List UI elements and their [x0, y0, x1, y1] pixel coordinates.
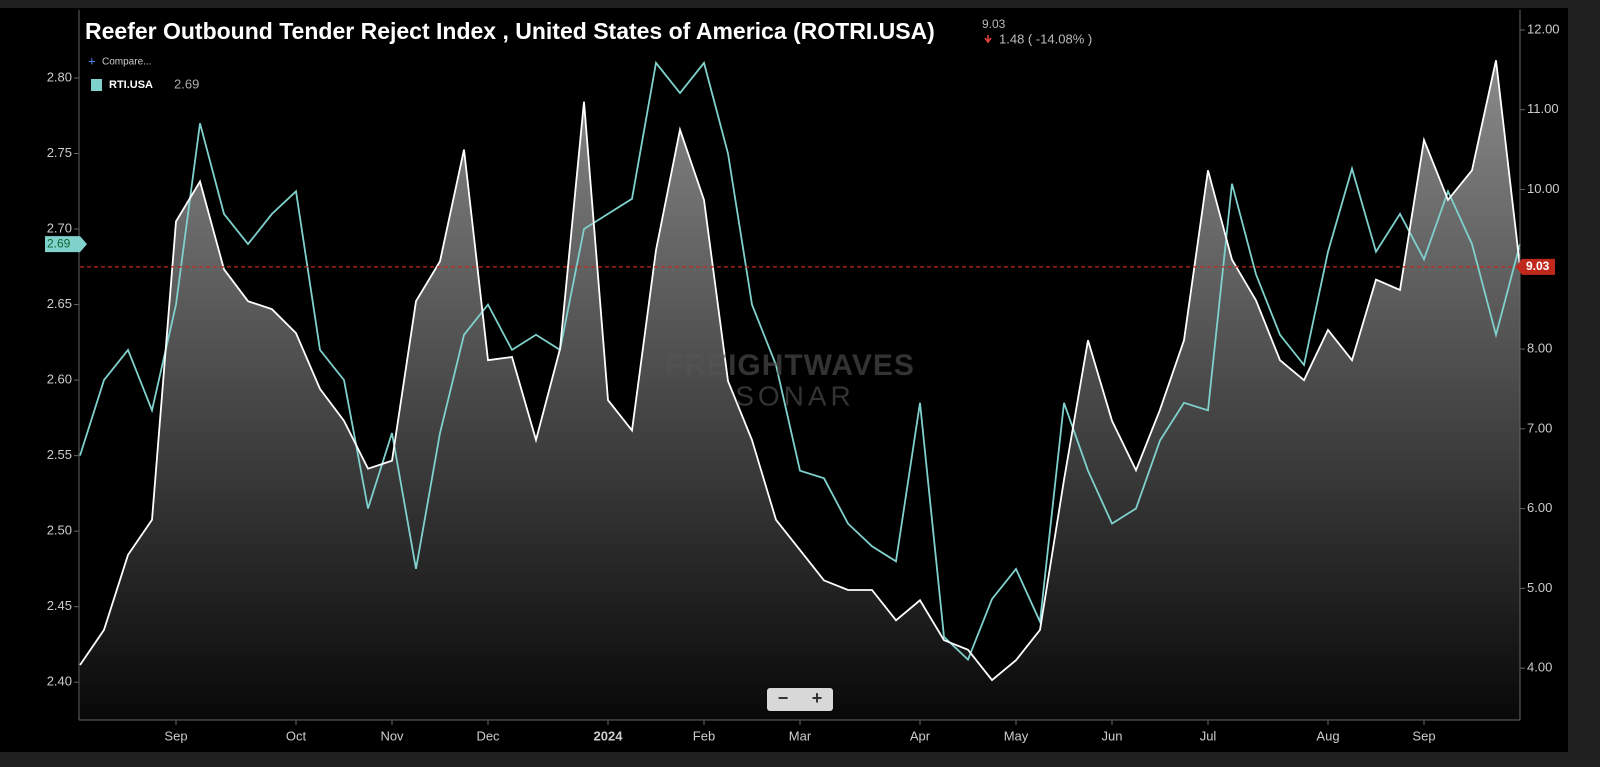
down-arrow [984, 35, 992, 44]
last-value-tag-label: 9.03 [1526, 259, 1550, 273]
line [79, 60, 1521, 682]
x-tick-label: Dec [476, 728, 500, 743]
legend-swatch [91, 79, 102, 91]
y2-tick-label: 4.00 [1527, 660, 1552, 675]
x-tick-label: Feb [693, 728, 715, 743]
compare-button[interactable]: Compare... [102, 57, 151, 68]
y-tick-label: 2.75 [47, 145, 72, 160]
chart-title: Reefer Outbound Tender Reject Index , Un… [85, 18, 935, 44]
zoom-in[interactable]: + [812, 688, 823, 708]
y-tick-label: 2.60 [47, 372, 72, 387]
y2-tick-label: 6.00 [1527, 500, 1552, 515]
y-tick-label: 2.50 [47, 523, 72, 538]
y2-tick-label: 7.00 [1527, 420, 1552, 435]
last-value-tag [45, 236, 87, 253]
zoom-out[interactable]: − [778, 688, 789, 708]
y2-tick-label: 5.00 [1527, 580, 1552, 595]
x-tick-label: Jul [1200, 728, 1217, 743]
y2-tick-label: 8.00 [1527, 340, 1552, 355]
legend-value: 2.69 [174, 76, 199, 91]
last-value-tag [1516, 258, 1555, 275]
x-tick-label: 2024 [594, 728, 624, 743]
y-tick-label: 2.45 [47, 598, 72, 613]
legend-label: RTI.USA [109, 79, 153, 91]
area [80, 60, 1520, 721]
line [79, 60, 1521, 662]
y-tick-label: 2.70 [47, 220, 72, 235]
x-tick-label: Mar [789, 728, 812, 743]
y-tick-label: 2.40 [47, 674, 72, 689]
zoom-controls [767, 688, 833, 711]
y-tick-label: 2.55 [47, 447, 72, 462]
x-tick-label: Apr [910, 728, 931, 743]
plot [79, 60, 1521, 721]
x-tick-label: Sep [164, 728, 187, 743]
last-value: 9.03 [982, 17, 1006, 31]
last-value-tag-label: 2.69 [47, 236, 71, 250]
x-tick-label: May [1004, 728, 1029, 743]
watermark: FREIGHTWAVES [665, 349, 915, 382]
compare-plus[interactable]: + [88, 53, 96, 68]
y2-tick-label: 11.00 [1527, 101, 1559, 116]
y2-tick-label: 10.00 [1527, 181, 1560, 196]
x-tick-label: Oct [286, 728, 307, 743]
x-tick-label: Jun [1102, 728, 1123, 743]
y2-tick-label: 12.00 [1527, 21, 1560, 36]
x-tick-label: Nov [380, 728, 404, 743]
watermark: SONAR [735, 380, 855, 411]
change-label: 1.48 ( -14.08% ) [999, 31, 1092, 46]
x-tick-label: Aug [1316, 728, 1339, 743]
y-tick-label: 2.80 [47, 69, 72, 84]
y-tick-label: 2.65 [47, 296, 72, 311]
x-tick-label: Sep [1412, 728, 1435, 743]
